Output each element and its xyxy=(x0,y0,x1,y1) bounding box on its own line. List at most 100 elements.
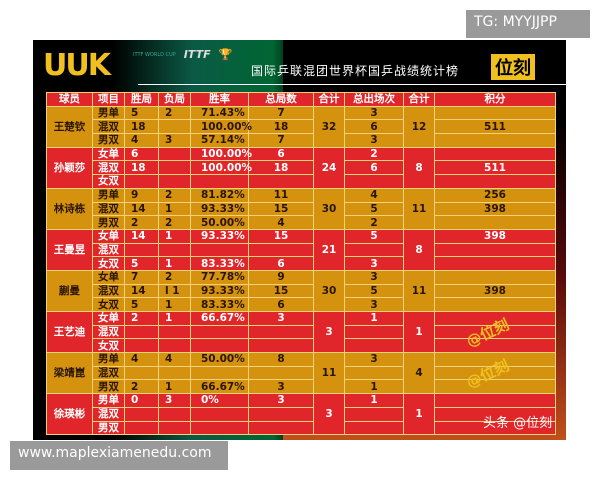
win-rate: 57.14% xyxy=(190,133,249,148)
table-row: 混双 xyxy=(47,324,556,340)
games-lost xyxy=(158,420,191,436)
player-name: 王曼昱 xyxy=(46,228,93,271)
table-row: 混双 18 100.00% 18 6 511 xyxy=(47,119,556,135)
games-won: 2 xyxy=(124,379,159,395)
win-rate: 93.33% xyxy=(190,201,249,217)
total-games xyxy=(248,174,314,189)
games-lost xyxy=(158,146,191,162)
column-header: 球员 xyxy=(46,92,93,107)
table-row: 男双 xyxy=(47,420,556,436)
points: 511 xyxy=(434,119,556,135)
win-rate xyxy=(190,338,249,354)
games-won: 14 xyxy=(124,201,159,217)
appearances-sum: 12 xyxy=(403,105,435,148)
table-row: 男双 4 3 57.14% 7 3 xyxy=(47,133,556,148)
points xyxy=(434,324,556,340)
total-games: 6 xyxy=(248,297,314,312)
total-games: 3 xyxy=(248,379,314,395)
event: 男单 xyxy=(92,393,125,408)
win-rate: 93.33% xyxy=(190,283,249,299)
games-lost: 1 xyxy=(158,256,191,271)
column-header: 负局 xyxy=(158,92,191,107)
table-row: 混双 18 100.00% 18 6 511 xyxy=(47,160,556,176)
table-row: 女双 5 1 83.33% 6 3 xyxy=(47,297,556,312)
appearances-sum: 8 xyxy=(403,228,435,271)
appearances: 3 xyxy=(344,269,404,285)
games-lost: 2 xyxy=(158,215,191,230)
uuk-logo: UUK xyxy=(43,48,111,83)
table-row: 王楚钦 男单 5 2 71.43% 7 32 3 12 xyxy=(46,105,556,148)
event: 女单 xyxy=(92,146,125,162)
total-games xyxy=(248,406,314,422)
games-won xyxy=(124,338,159,354)
games-sum: 21 xyxy=(313,228,345,271)
games-won: 14 xyxy=(124,228,159,244)
games-lost: 3 xyxy=(158,133,191,148)
event: 女单 xyxy=(92,311,125,326)
column-header: 总出场次 xyxy=(344,92,404,107)
games-lost: l 1 xyxy=(158,283,191,299)
total-games: 18 xyxy=(248,160,314,176)
win-rate: 77.78% xyxy=(190,269,249,285)
event: 男双 xyxy=(92,133,125,148)
appearances-sum: 1 xyxy=(403,393,435,436)
event: 男单 xyxy=(92,187,125,203)
points xyxy=(434,393,556,408)
points xyxy=(434,297,556,312)
games-won: 9 xyxy=(124,187,159,203)
total-games: 3 xyxy=(248,393,314,408)
games-lost: 1 xyxy=(158,228,191,244)
games-lost: 2 xyxy=(158,105,191,121)
games-lost xyxy=(158,324,191,340)
win-rate xyxy=(190,365,249,381)
world-cup-logo-icon: ITTF WORLD CUP xyxy=(133,51,176,58)
appearances: 2 xyxy=(344,215,404,230)
table-row: 混双 xyxy=(47,242,556,258)
event: 男双 xyxy=(92,215,125,230)
games-won: 4 xyxy=(124,133,159,148)
win-rate: 83.33% xyxy=(190,256,249,271)
win-rate xyxy=(190,174,249,189)
appearances: 1 xyxy=(344,393,404,408)
win-rate: 100.00% xyxy=(190,119,252,135)
column-header: 总局数 xyxy=(248,92,314,107)
total-games xyxy=(248,338,314,354)
table-row: 林诗栋 男单 9 2 81.82% 11 30 4 11 256 xyxy=(46,187,556,230)
games-sum: 3 xyxy=(313,393,345,436)
site-watermark: www.maplexiamenedu.com xyxy=(10,441,228,470)
games-lost xyxy=(158,119,191,135)
table-row: 女双 xyxy=(47,174,556,189)
win-rate: 83.33% xyxy=(190,297,249,312)
points xyxy=(434,133,556,148)
games-lost: 1 xyxy=(158,297,191,312)
table-row: 梁靖崑 男单 4 4 50.00% 8 11 3 4 xyxy=(46,352,556,395)
points: 511 xyxy=(434,160,556,176)
win-rate: 66.67% xyxy=(190,379,249,395)
points: 398 xyxy=(434,283,556,299)
event: 混双 xyxy=(92,365,125,381)
appearances xyxy=(344,365,404,381)
games-won: 0 xyxy=(124,393,159,408)
appearances: 3 xyxy=(344,352,404,367)
games-won: 2 xyxy=(124,311,159,326)
event: 男单 xyxy=(92,352,125,367)
event: 混双 xyxy=(92,324,125,340)
appearances xyxy=(344,242,404,258)
total-games: 3 xyxy=(248,311,314,326)
table-row: 混双 14 1 93.33% 15 5 398 xyxy=(47,201,556,217)
games-lost: 2 xyxy=(158,187,191,203)
games-lost: 2 xyxy=(158,269,191,285)
total-games: 4 xyxy=(248,215,314,230)
column-header: 合计 xyxy=(403,92,435,107)
total-games: 15 xyxy=(248,228,314,244)
ittf-logo-icon: ITTF xyxy=(183,48,211,61)
appearances xyxy=(344,406,404,422)
player-name: 蒯曼 xyxy=(46,269,93,313)
games-sum: 24 xyxy=(313,146,345,189)
points xyxy=(434,215,556,230)
appearances-sum: 1 xyxy=(403,310,435,354)
points xyxy=(434,338,556,354)
games-won xyxy=(124,324,159,340)
column-header: 胜率 xyxy=(190,92,249,107)
player-name: 孙颖莎 xyxy=(46,146,93,189)
